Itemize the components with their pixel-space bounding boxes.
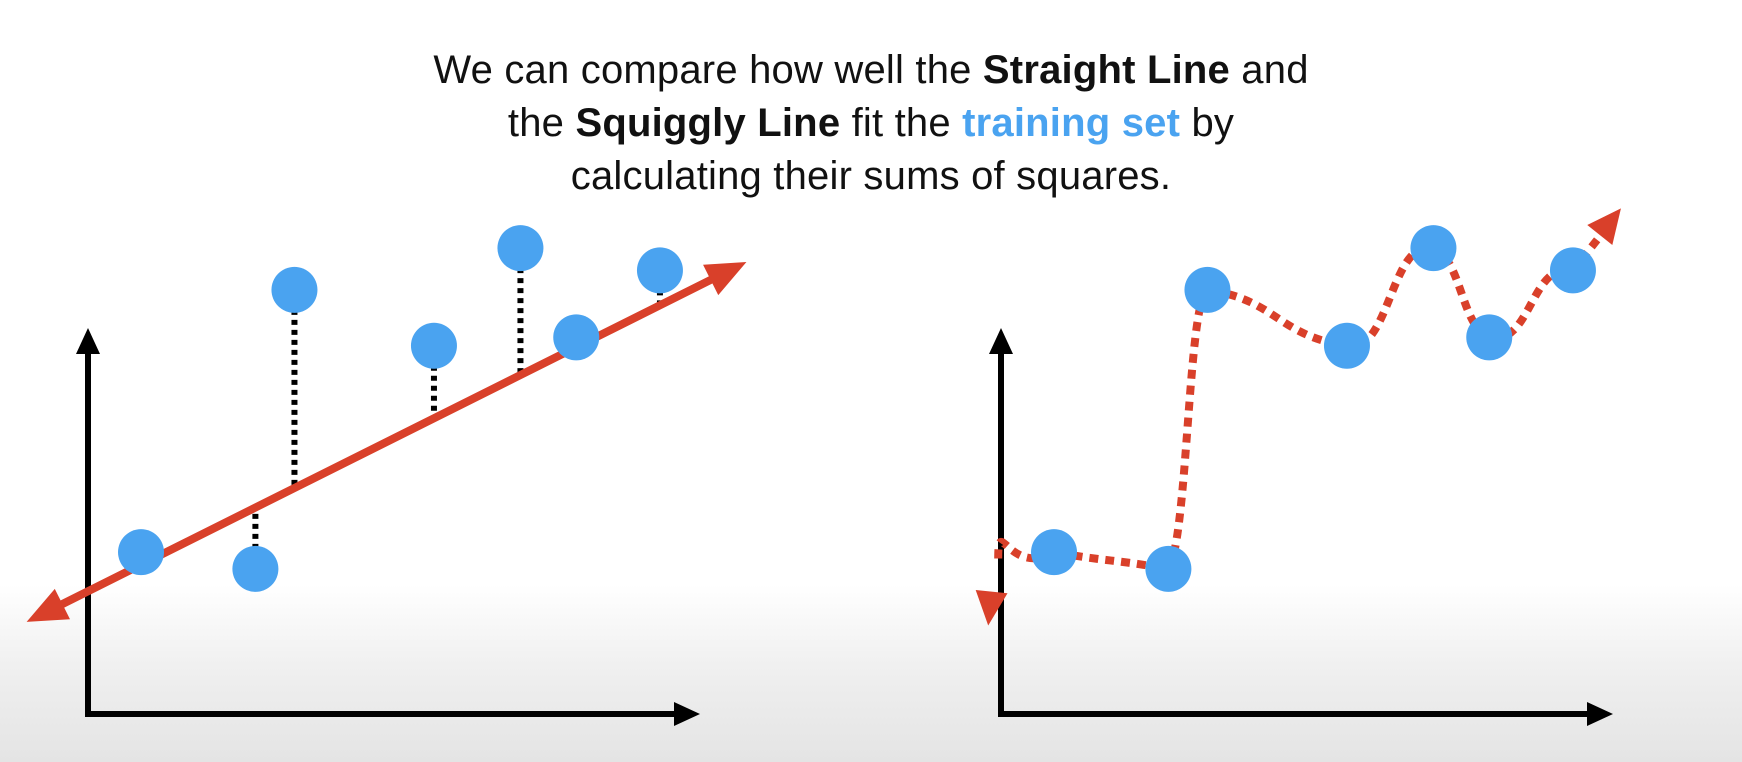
caption-text: by bbox=[1180, 101, 1235, 145]
caption-line-1: We can compare how well the Straight Lin… bbox=[0, 44, 1742, 97]
training-point bbox=[497, 225, 544, 272]
caption-text: and bbox=[1229, 48, 1309, 92]
fit-line-arrowhead-end bbox=[703, 262, 747, 296]
training-point bbox=[232, 545, 279, 592]
training-point bbox=[1145, 545, 1192, 592]
training-point bbox=[1184, 266, 1231, 313]
x-axis-arrowhead bbox=[674, 702, 700, 726]
training-point bbox=[1549, 247, 1596, 294]
y-axis-arrowhead bbox=[989, 328, 1013, 354]
training-point bbox=[271, 266, 318, 313]
training-point bbox=[410, 322, 457, 369]
squiggly-fit-line bbox=[994, 219, 1615, 574]
training-point bbox=[118, 529, 165, 576]
training-point bbox=[1031, 529, 1078, 576]
straight-line-term: Straight Line bbox=[982, 48, 1230, 92]
straight-line-panel bbox=[26, 225, 747, 726]
training-point bbox=[636, 247, 683, 294]
fit-line-arrowhead-start bbox=[26, 588, 70, 622]
training-point bbox=[1323, 322, 1370, 369]
caption: We can compare how well the Straight Lin… bbox=[0, 44, 1742, 203]
training-point bbox=[553, 314, 600, 361]
squiggly-arrowhead-start bbox=[975, 590, 1008, 626]
training-point bbox=[1410, 225, 1457, 272]
caption-text: We can compare how well the bbox=[433, 48, 983, 92]
caption-text: calculating their sums of squares. bbox=[570, 154, 1172, 198]
squiggly-line-term: Squiggly Line bbox=[575, 101, 841, 145]
caption-line-3: calculating their sums of squares. bbox=[0, 150, 1742, 203]
squiggly-line-panel bbox=[975, 208, 1621, 726]
x-axis-arrowhead bbox=[1587, 702, 1613, 726]
squiggly-arrowhead-end bbox=[1587, 208, 1621, 245]
caption-text: the bbox=[507, 101, 576, 145]
y-axis-arrowhead bbox=[76, 328, 100, 354]
caption-line-2: the Squiggly Line fit the training set b… bbox=[0, 97, 1742, 150]
training-point bbox=[1466, 314, 1513, 361]
caption-text: fit the bbox=[840, 101, 963, 145]
training-set-term: training set bbox=[962, 101, 1181, 145]
